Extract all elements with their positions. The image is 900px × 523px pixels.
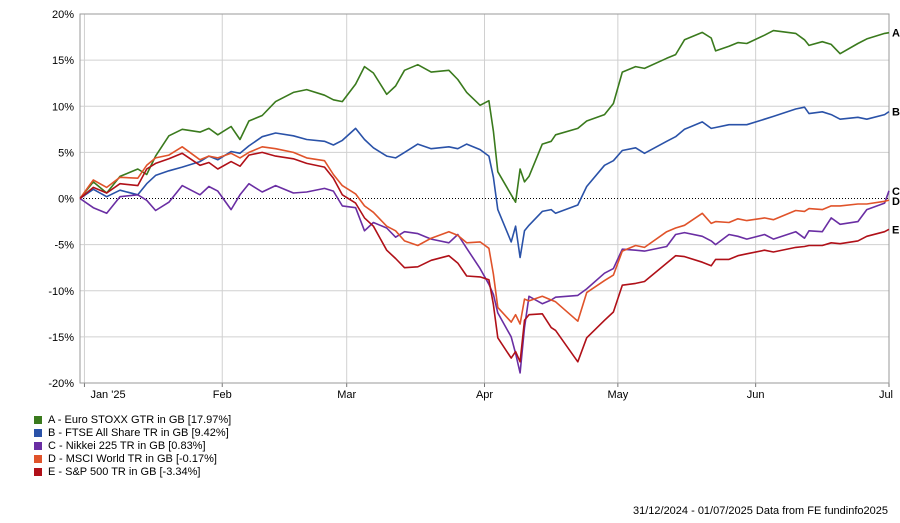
series-end-label: C [892,186,900,198]
legend-item: B - FTSE All Share TR in GB [9.42%] [34,426,231,439]
x-tick-label: Mar [337,389,356,401]
legend-swatch [34,441,42,450]
legend-label: C - Nikkei 225 TR in GB [0.83%] [48,439,206,452]
legend-swatch [34,428,42,437]
series-end-label: E [892,224,899,236]
x-tick-label: May [607,389,628,401]
series-line-a [79,29,890,203]
series-end-label: D [892,196,900,208]
y-tick-label: 10% [52,101,74,113]
legend-swatch [34,454,42,463]
y-tick-label: -20% [48,378,74,390]
x-tick-label: Apr [476,389,493,401]
legend-item: A - Euro STOXX GTR in GB [17.97%] [34,413,231,426]
legend-label: D - MSCI World TR in GB [-0.17%] [48,452,217,465]
legend-item: C - Nikkei 225 TR in GB [0.83%] [34,439,231,452]
legend-item: D - MSCI World TR in GB [-0.17%] [34,452,231,465]
legend-label: B - FTSE All Share TR in GB [9.42%] [48,426,229,439]
legend-swatch [34,415,42,424]
y-tick-label: -15% [48,332,74,344]
series-end-label: A [892,28,900,40]
y-tick-label: -5% [54,240,74,252]
series-line-c [79,182,890,374]
legend-item: E - S&P 500 TR in GB [-3.34%] [34,465,231,478]
x-tick-label: Jun [747,389,765,401]
y-tick-label: 0% [58,194,74,206]
legend-swatch [34,467,42,476]
x-tick-label: Jan '25 [90,389,125,401]
x-tick-label: Feb [213,389,232,401]
y-tick-label: -10% [48,286,74,298]
y-tick-label: 20% [52,9,74,21]
y-tick-label: 15% [52,55,74,67]
footer-note: 31/12/2024 - 01/07/2025 Data from FE fun… [632,505,888,517]
series-line-d [79,146,890,325]
series-line-b [79,106,890,259]
series-line-e [79,151,890,363]
legend-label: E - S&P 500 TR in GB [-3.34%] [48,465,201,478]
x-tick-label: Jul [879,389,893,401]
y-tick-label: 5% [58,147,74,159]
legend: A - Euro STOXX GTR in GB [17.97%] B - FTS… [34,413,231,478]
series-end-label: B [892,107,900,119]
legend-label: A - Euro STOXX GTR in GB [17.97%] [48,413,232,426]
